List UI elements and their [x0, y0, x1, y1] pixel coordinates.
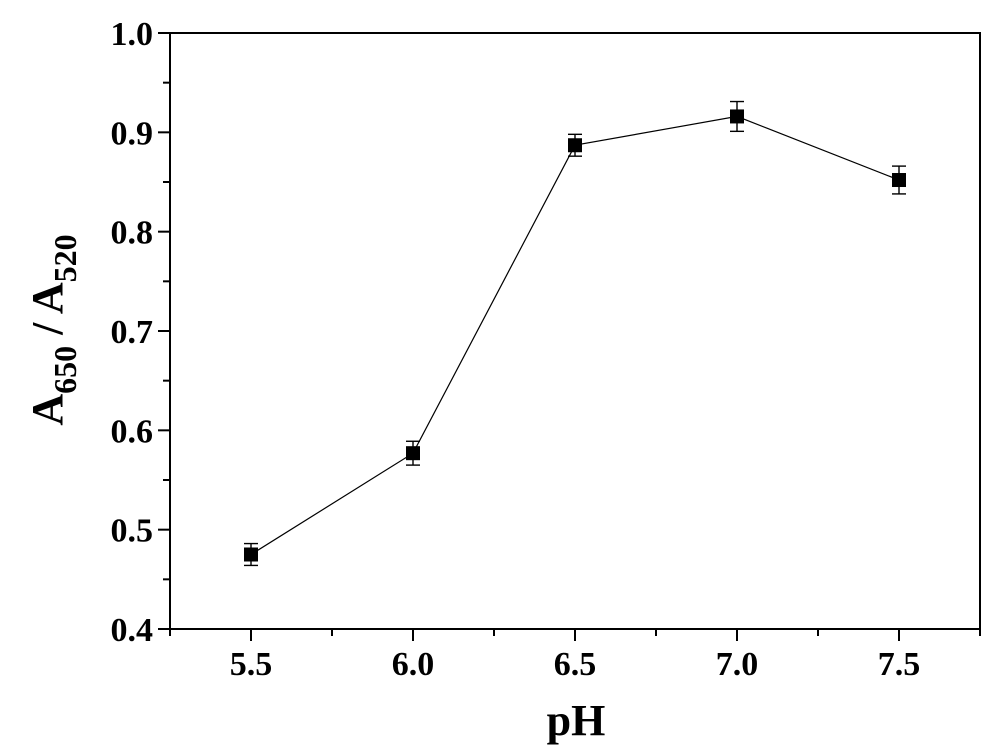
x-tick-label: 7.0 — [716, 646, 759, 683]
data-point — [892, 173, 906, 188]
plot-frame — [169, 32, 981, 630]
y-axis-title-sub2: 520 — [47, 234, 83, 282]
y-axis-title: A650 / A520 — [23, 234, 83, 425]
data-point — [730, 109, 744, 124]
data-point — [244, 547, 258, 562]
y-axis-title-main: A — [23, 394, 72, 426]
x-tick-label: 5.5 — [230, 646, 273, 683]
x-tick-label: 7.5 — [878, 646, 921, 683]
y-tick-label: 0.9 — [111, 115, 154, 152]
y-tick-label: 0.4 — [111, 612, 154, 649]
axis-ticks — [158, 32, 981, 641]
y-tick-label: 1.0 — [111, 16, 154, 53]
y-tick-label: 0.6 — [111, 413, 154, 450]
y-axis-title-main2: A — [23, 282, 72, 314]
y-tick-label: 0.8 — [111, 215, 154, 252]
x-tick-label: 6.0 — [392, 646, 435, 683]
tick-labels: 5.5 6.0 6.5 7.0 7.5 0.4 0.5 0.6 0.7 0.8 0.9 1.0 — [111, 16, 921, 683]
data-series — [244, 100, 906, 567]
y-tick-label: 0.5 — [111, 513, 154, 550]
plot-area — [169, 32, 981, 630]
y-axis-title-sep: / — [23, 314, 72, 346]
x-axis-title: pH — [547, 696, 606, 745]
y-tick-label: 0.7 — [111, 314, 154, 351]
series-line — [250, 115, 900, 556]
y-axis-title-sub1: 650 — [47, 346, 83, 394]
data-point — [568, 138, 582, 153]
x-tick-label: 6.5 — [554, 646, 597, 683]
data-point — [406, 446, 420, 461]
